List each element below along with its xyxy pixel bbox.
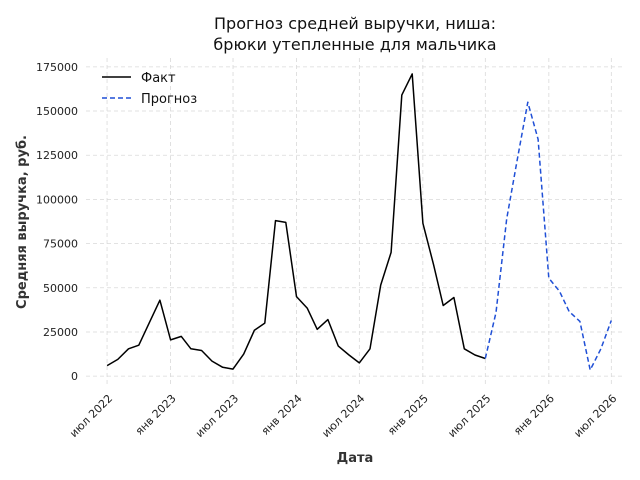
x-tick-label: янв 2023: [133, 392, 179, 438]
y-tick-label: 125000: [36, 149, 78, 162]
series-line-forecast: [484, 101, 613, 371]
x-tick-label: янв 2025: [385, 392, 431, 438]
x-tick-label: июл 2023: [193, 392, 241, 440]
chart-title: Прогноз средней выручки, ниша: брюки уте…: [213, 14, 496, 54]
series-lines: [106, 73, 613, 371]
x-tick-label: янв 2026: [511, 392, 557, 438]
y-axis-label: Средняя выручка, руб.: [15, 135, 30, 309]
x-axis-ticks: июл 2022 янв 2023 июл 2023 янв 2024 июл 2024…: [67, 392, 619, 440]
x-tick-label: июл 2024: [319, 392, 367, 440]
grid: [86, 58, 622, 385]
x-axis-label: Дата: [337, 451, 374, 466]
x-tick-label: янв 2024: [259, 392, 305, 438]
x-tick-label: июл 2026: [571, 392, 619, 440]
y-axis-ticks: 0 25000 50000 75000 100000 125000 150000 175000: [36, 61, 78, 383]
y-tick-label: 50000: [43, 282, 78, 295]
y-tick-label: 175000: [36, 61, 78, 74]
y-tick-label: 150000: [36, 105, 78, 118]
y-tick-label: 25000: [43, 326, 78, 339]
chart-title-line-1: Прогноз средней выручки, ниша:: [214, 14, 496, 33]
y-tick-label: 100000: [36, 193, 78, 206]
x-tick-label: июл 2022: [67, 392, 115, 440]
y-tick-label: 0: [71, 370, 78, 383]
legend-label: Прогноз: [141, 92, 197, 107]
x-tick-label: июл 2025: [445, 392, 493, 440]
legend-label: Факт: [141, 71, 176, 86]
chart-title-line-2: брюки утепленные для мальчика: [213, 35, 496, 54]
legend: Факт Прогноз: [102, 71, 197, 107]
y-tick-label: 75000: [43, 238, 78, 251]
